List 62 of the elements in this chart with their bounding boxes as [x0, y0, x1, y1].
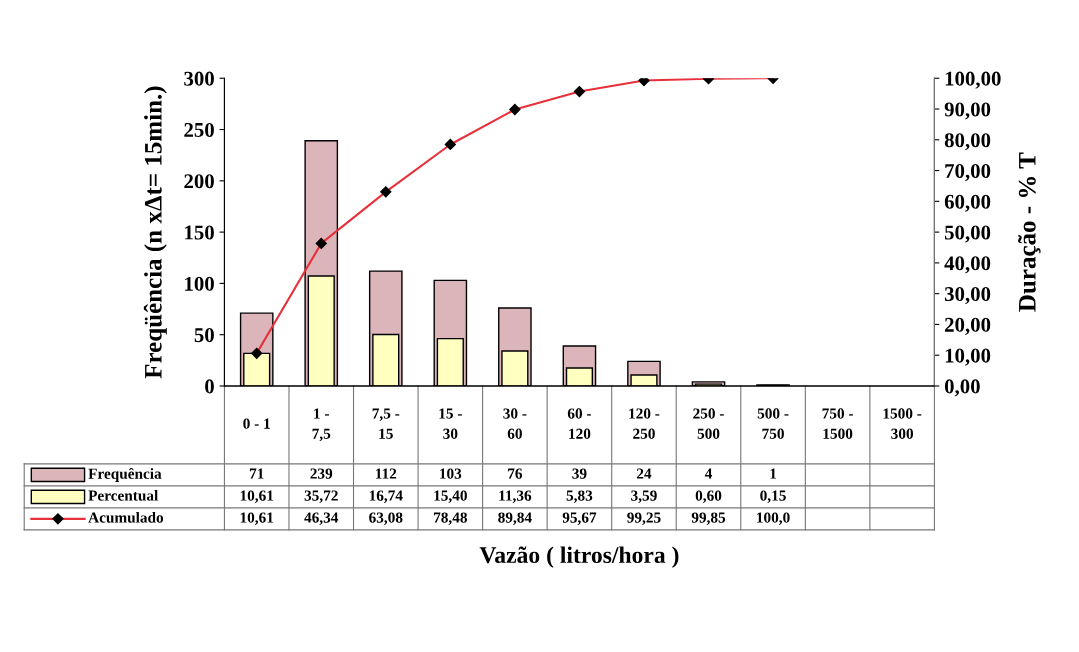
x-tick-label: 60 - 120 — [567, 408, 591, 439]
y2-tick-label: 80,00 — [944, 133, 991, 151]
data-label: 3,59 — [631, 490, 657, 503]
data-label: 239 — [310, 468, 333, 479]
x-tick-label: 500 - 750 — [757, 408, 789, 439]
x-tick-label: 0 - 1 — [243, 418, 270, 429]
y2-tick-label: 90,00 — [944, 102, 991, 120]
data-label: 99,25 — [627, 512, 661, 525]
y2-tick-label: 10,00 — [945, 348, 991, 366]
legend-label: Percentual — [88, 489, 159, 501]
data-label: 76 — [508, 468, 523, 479]
y2-tick-label: 70,00 — [945, 163, 991, 182]
data-label: 78,48 — [434, 512, 468, 525]
data-label: 15,40 — [434, 490, 467, 503]
x-tick-label: 30 - 60 — [503, 408, 527, 439]
y-tick-label: 50 — [194, 328, 214, 343]
data-label: 63,08 — [369, 512, 403, 525]
data-label: 24 — [636, 468, 652, 479]
data-label: 35,72 — [304, 490, 338, 503]
data-label: 11,36 — [499, 490, 532, 503]
y2-tick-label: 50,00 — [944, 225, 991, 243]
data-label: 0,60 — [695, 490, 722, 503]
y-tick-label: 150 — [185, 225, 214, 240]
data-label: 46,34 — [304, 512, 339, 525]
y2-tick-label: 60,00 — [944, 194, 991, 212]
data-label: 71 — [249, 468, 264, 479]
x-tick-label: 750 - 1500 — [822, 408, 853, 439]
x-tick-label: 7,5 - 15 — [372, 408, 400, 439]
data-label: 0,15 — [760, 490, 786, 503]
y2-tick-label: 0,00 — [944, 379, 980, 397]
y2-tick-label: 100,00 — [945, 71, 1001, 89]
data-label: 99,85 — [691, 512, 726, 525]
data-label: 16,74 — [369, 490, 403, 503]
x-tick-label: 1500 - 300 — [883, 408, 922, 439]
x-axis-title: Vazão ( litros/hora ) — [479, 546, 679, 568]
y2-tick-label: 20,00 — [945, 317, 991, 335]
y2-axis-title: Duração - % T — [1018, 152, 1041, 312]
data-label: 89,84 — [498, 512, 532, 525]
data-label: 112 — [375, 468, 397, 479]
data-label: 103 — [440, 468, 462, 479]
y-tick-label: 0 — [205, 379, 214, 394]
y2-tick-label: 30,00 — [944, 287, 991, 305]
y-tick-label: 100 — [185, 276, 214, 291]
y-tick-label: 250 — [184, 122, 214, 137]
data-label: 39 — [572, 468, 587, 479]
legend-label: Frequência — [88, 467, 162, 482]
y-axis-title: Freqüência (n xΔt= 15min.) — [143, 86, 167, 379]
data-label: 100,0 — [757, 512, 790, 525]
x-tick-label: 120 - 250 — [629, 408, 660, 439]
data-label: 95,67 — [562, 512, 597, 525]
data-label: 10,61 — [240, 490, 274, 503]
legend-label: Acumulado — [88, 511, 164, 523]
data-label: 10,61 — [240, 512, 274, 525]
x-tick-label: 250 - 500 — [693, 408, 724, 439]
data-label: 1 — [770, 468, 777, 479]
x-tick-label: 1 - 7,5 — [312, 408, 331, 442]
y2-tick-label: 40,00 — [944, 256, 991, 274]
x-tick-label: 15 - 30 — [439, 408, 462, 439]
y-tick-label: 300 — [184, 71, 214, 86]
data-label: 5,83 — [566, 490, 593, 503]
data-label: 4 — [704, 468, 713, 479]
y-tick-label: 200 — [184, 174, 214, 189]
